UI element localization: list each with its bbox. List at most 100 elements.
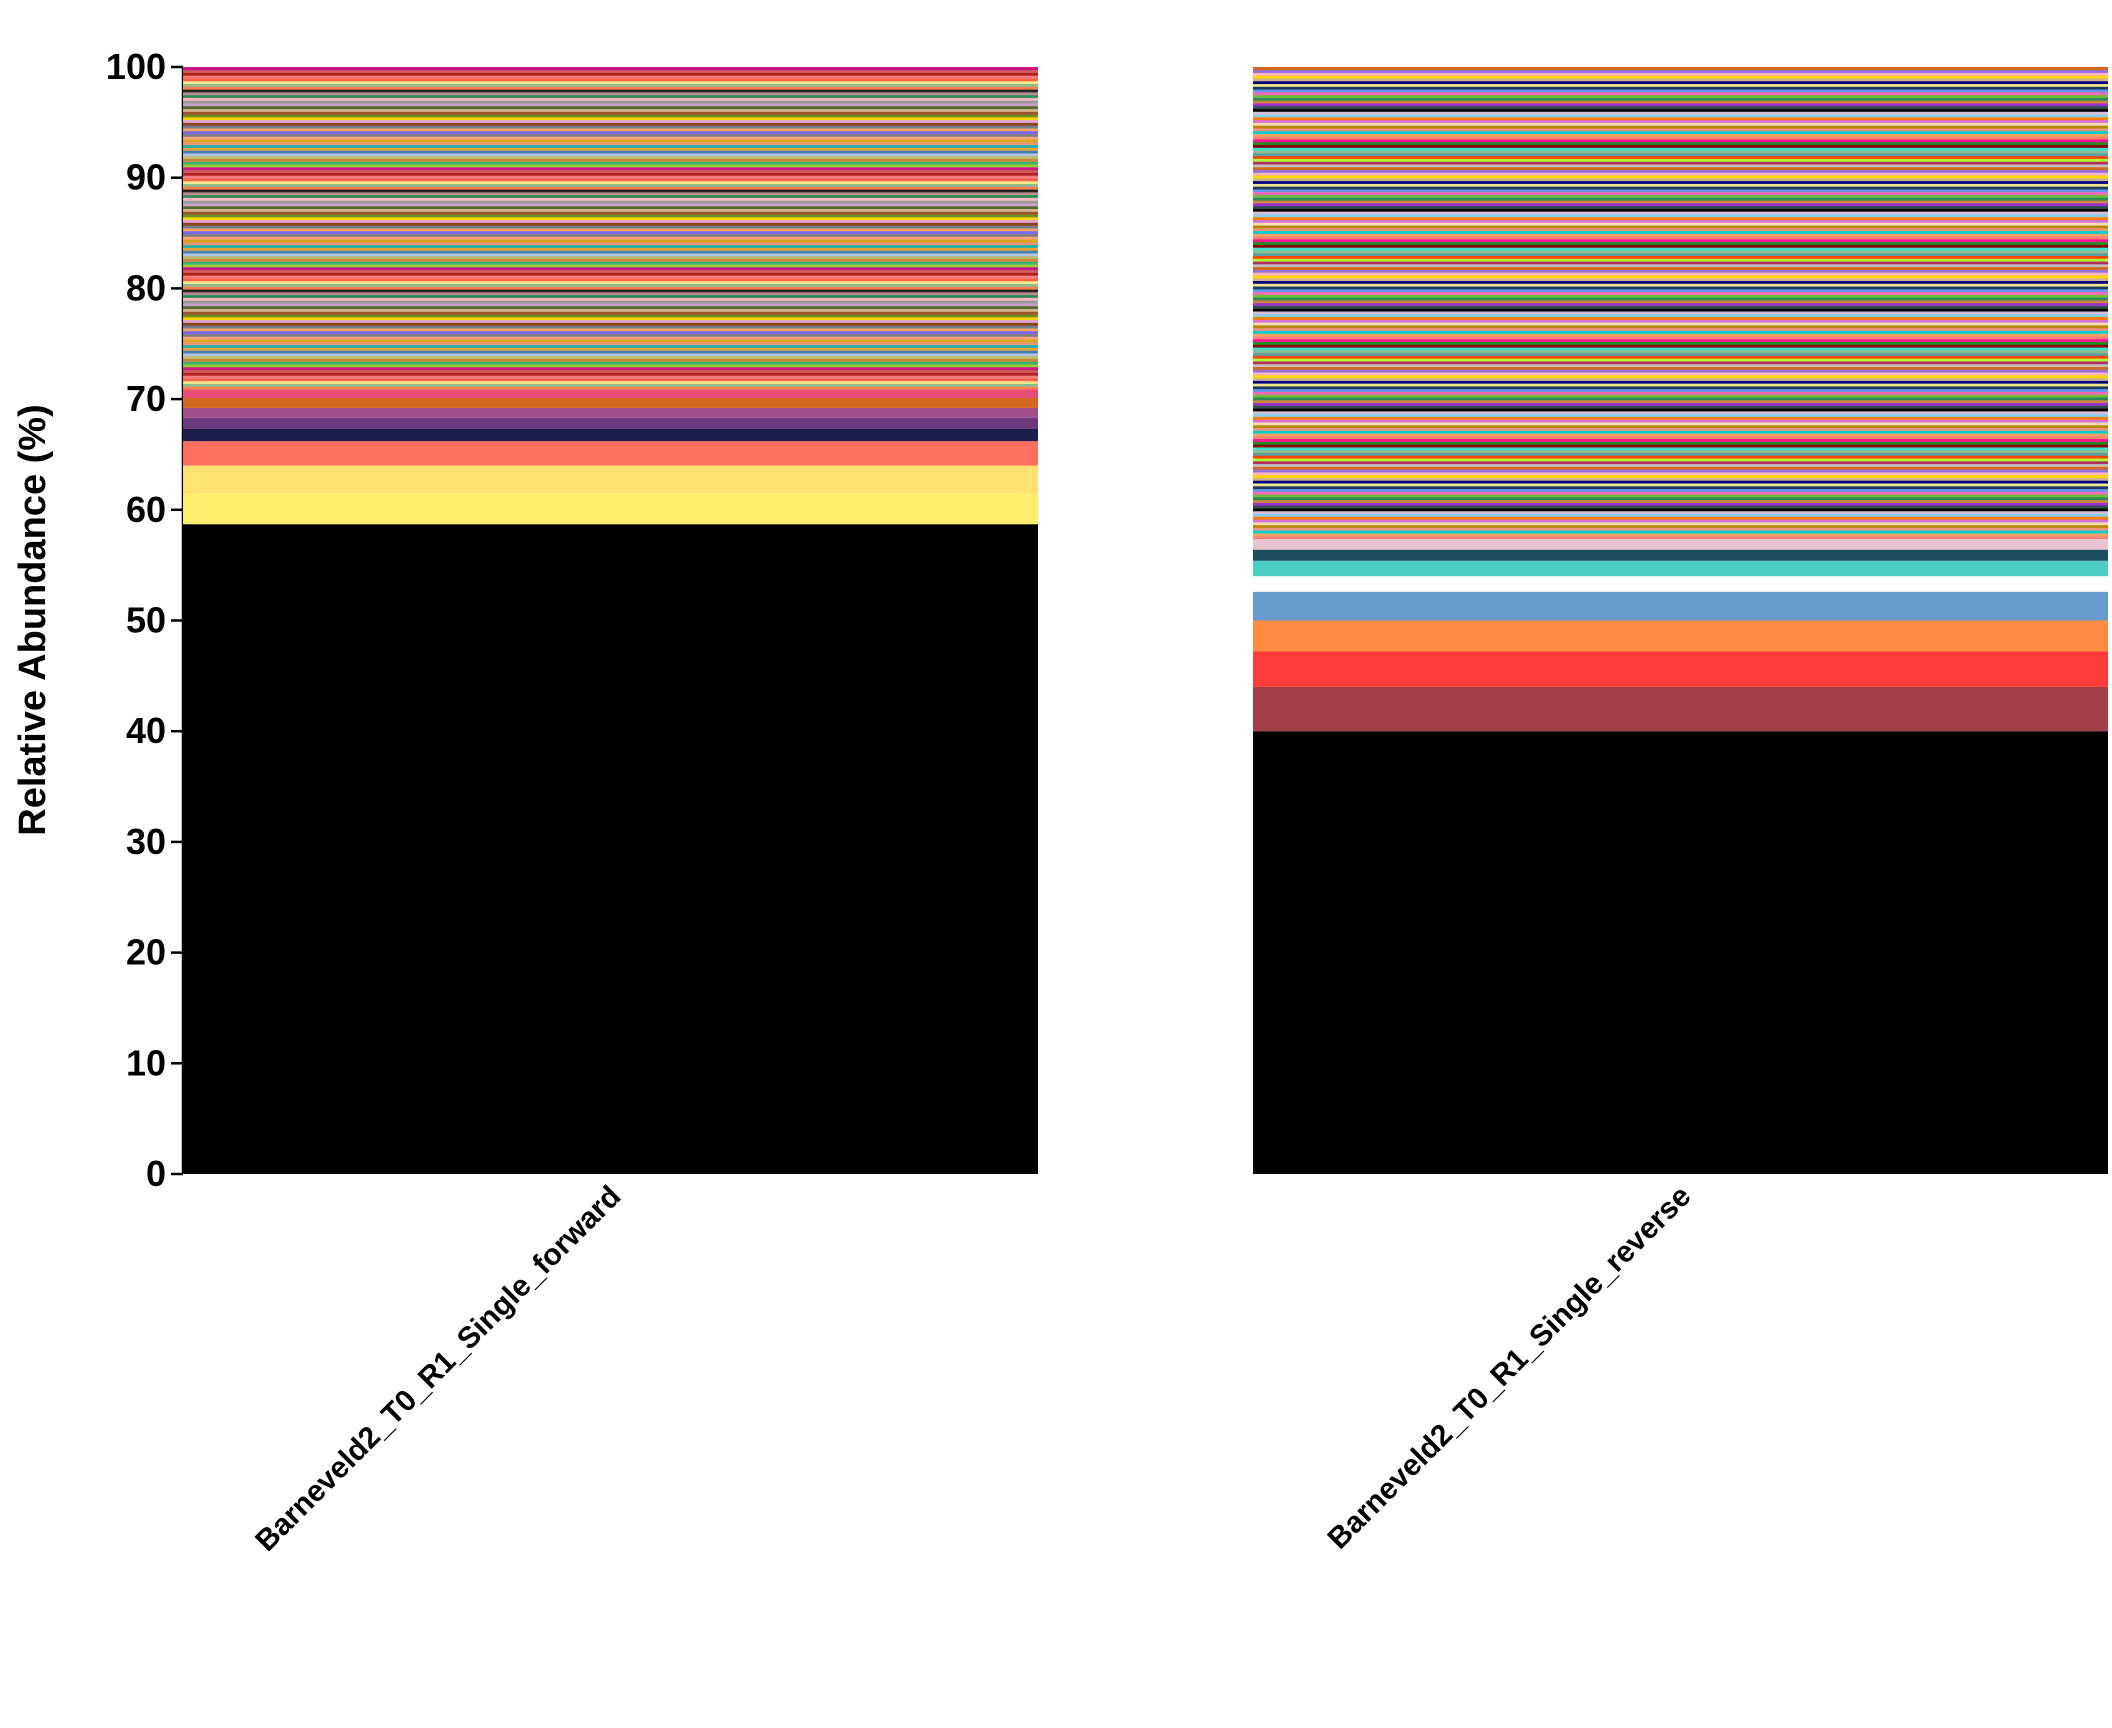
- bar-segment-minor: [1253, 288, 2108, 293]
- bar-segment-minor: [1253, 69, 2108, 73]
- bar-segment-minor: [183, 291, 1038, 296]
- bar-segment-minor: [1253, 111, 2108, 115]
- bar-segment-minor: [1253, 516, 2108, 520]
- bar-segment-minor: [1253, 283, 2108, 287]
- bar-segment-minor: [183, 130, 1038, 135]
- bar-segment-minor: [1253, 97, 2108, 101]
- y-tick-label: 60: [126, 489, 166, 530]
- bar-segment: [1253, 549, 2108, 561]
- bar-segment-minor: [1253, 275, 2108, 279]
- bar-segment-minor: [183, 253, 1038, 257]
- bar-segment-minor: [1253, 491, 2108, 495]
- bar-segment: [1253, 651, 2108, 687]
- bar-segment-minor: [1253, 155, 2108, 159]
- bar-segment-minor: [183, 203, 1038, 207]
- bar-segment-minor: [1253, 86, 2108, 90]
- bar-segment-minor: [1253, 169, 2108, 173]
- bar-segment-minor: [183, 294, 1038, 298]
- bar-segment-minor: [1253, 402, 2108, 406]
- bar-segment-minor: [183, 261, 1038, 265]
- bar-segment-minor: [183, 266, 1038, 271]
- y-axis-title: Relative Abundance (%): [12, 404, 54, 835]
- bar-segment-minor: [183, 116, 1038, 121]
- bar-segment-minor: [183, 308, 1038, 312]
- bar-segment-minor: [1253, 219, 2108, 223]
- bar-segment-minor: [1253, 447, 2108, 451]
- bar-segment-minor: [183, 264, 1038, 268]
- bar-segment-minor: [1253, 361, 2108, 365]
- bar-segment-minor: [1253, 83, 2108, 87]
- bar-segment-minor: [1253, 152, 2108, 157]
- bar-segment-minor: [1253, 177, 2108, 182]
- bar-segment-minor: [1253, 380, 2108, 384]
- bar-segment-minor: [183, 208, 1038, 212]
- bar-segment-minor: [183, 69, 1038, 73]
- bar-segment-minor: [1253, 105, 2108, 110]
- bar-segment-minor: [1253, 158, 2108, 162]
- y-tick-label: 0: [146, 1153, 166, 1194]
- bar-segment-minor: [1253, 341, 2108, 345]
- bar-segment-minor: [1253, 216, 2108, 220]
- bar-segment-minor: [1253, 311, 2108, 315]
- bar-segment-minor: [1253, 399, 2108, 404]
- bar-segment-minor: [1253, 214, 2108, 218]
- bar-segment: [1253, 686, 2108, 732]
- bar-segment-minor: [1253, 269, 2108, 273]
- x-tick-label: Barneveld2_T0_R1_Single_forward: [249, 1180, 627, 1558]
- bar-segment-minor: [1253, 449, 2108, 453]
- bar-segment-minor: [1253, 208, 2108, 212]
- bar-segment-minor: [183, 169, 1038, 173]
- bar-segment-minor: [183, 166, 1038, 171]
- bar-segment: [183, 441, 1038, 466]
- bar-segment-minor: [183, 72, 1038, 76]
- bar-segment-minor: [1253, 377, 2108, 381]
- bar-segment-minor: [1253, 128, 2108, 132]
- bar-segment-minor: [1253, 422, 2108, 426]
- bar-segment-minor: [183, 197, 1038, 201]
- bar-segment-minor: [1253, 488, 2108, 492]
- bar-segment-minor: [1253, 200, 2108, 204]
- bar-segment-minor: [1253, 383, 2108, 387]
- bar-segment-minor: [183, 178, 1038, 182]
- y-ticks: 0 10 20 30 40 50 60 70 80 90 100: [106, 46, 183, 1194]
- bar-segment: [183, 417, 1038, 429]
- bar-segment-minor: [183, 330, 1038, 334]
- bar-segment-minor: [1253, 441, 2108, 445]
- bar-segment-minor: [1253, 308, 2108, 312]
- bar-segment-minor: [1253, 261, 2108, 265]
- bar-segment-minor: [1253, 366, 2108, 370]
- bar-segment-minor: [1253, 250, 2108, 254]
- bar-segment-minor: [183, 255, 1038, 260]
- y-tick-label: 50: [126, 600, 166, 641]
- y-tick-label: 90: [126, 157, 166, 198]
- bar-segment-minor: [1253, 322, 2108, 326]
- bar-segment-minor: [183, 105, 1038, 110]
- bar-segment-minor: [1253, 108, 2108, 112]
- bar-segment-minor: [1253, 150, 2108, 154]
- bar-segment-minor: [1253, 144, 2108, 148]
- bar-segment: [183, 397, 1038, 408]
- bar-segment-minor: [1253, 67, 2108, 71]
- bar-segment-minor: [1253, 286, 2108, 290]
- bar-segment-minor: [1253, 316, 2108, 320]
- bar-segment-minor: [183, 108, 1038, 112]
- bar-segment-minor: [183, 194, 1038, 198]
- bar-segment-minor: [1253, 474, 2108, 478]
- bar-segment-minor: [1253, 247, 2108, 251]
- bar-segment-minor: [1253, 300, 2108, 304]
- bar-segment-minor: [183, 141, 1038, 146]
- bar-segment: [1253, 591, 2108, 621]
- bar-segment-minor: [1253, 483, 2108, 487]
- bar-segment-minor: [1253, 116, 2108, 121]
- bar-segment-minor: [1253, 313, 2108, 318]
- bar-segment-minor: [183, 361, 1038, 365]
- bar-segment-minor: [1253, 164, 2108, 168]
- bar-segment-minor: [183, 278, 1038, 282]
- bar-segment: [183, 428, 1038, 442]
- bar-segment-minor: [183, 86, 1038, 90]
- bar-segment-minor: [183, 300, 1038, 304]
- bar-segment-minor: [183, 164, 1038, 168]
- bar-segment-minor: [1253, 175, 2108, 179]
- bar-segment-minor: [1253, 80, 2108, 85]
- bar-segment: [183, 493, 1038, 525]
